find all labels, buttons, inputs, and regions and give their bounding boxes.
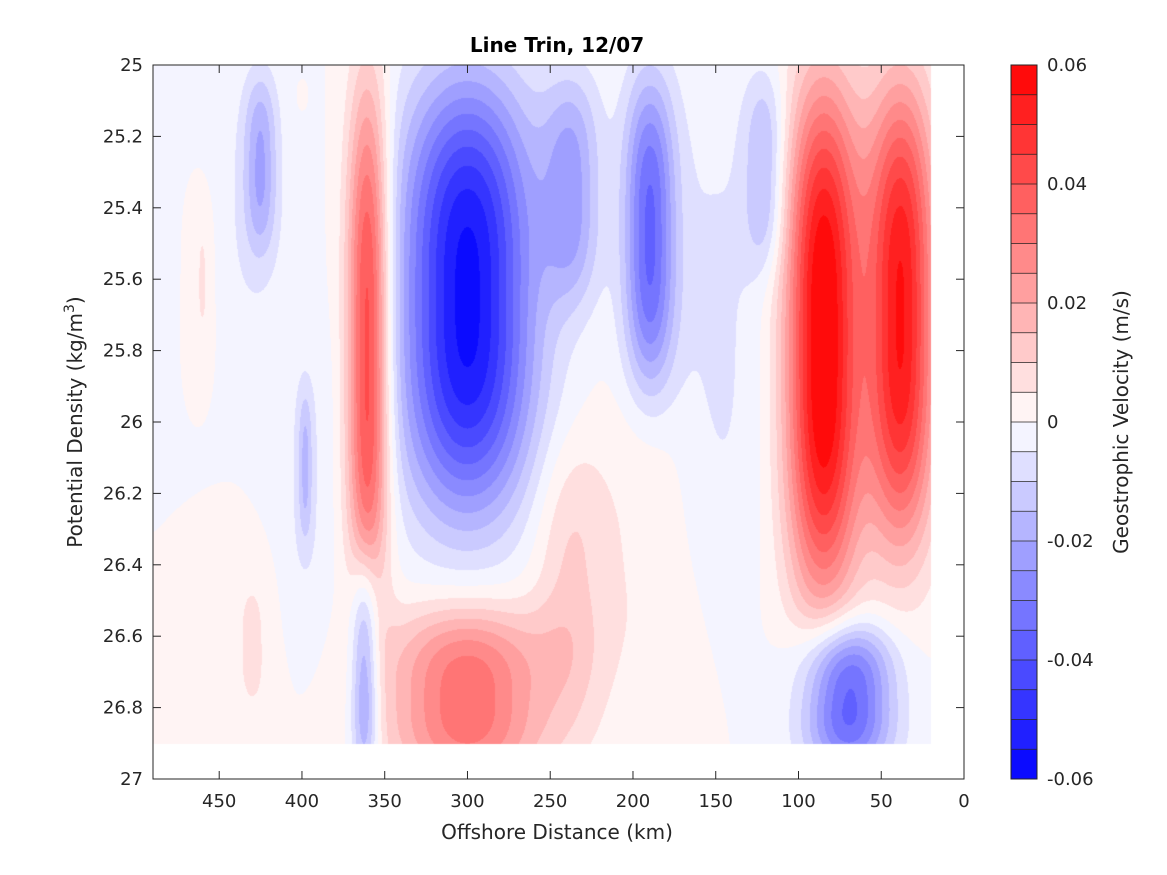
colorbar-swatch [1011,570,1037,601]
y-tick-label: 26.8 [103,698,143,719]
colorbar-swatch [1011,273,1037,304]
colorbar-swatch [1011,392,1037,423]
x-axis: 450 400 350 300 250 200 150 100 50 0 [202,65,970,812]
contour-field-container [153,65,964,779]
colorbar-tick-label: -0.04 [1047,650,1094,671]
colorbar-swatch [1011,303,1037,334]
x-axis-label: Offshore Distance (km) [441,820,673,844]
colorbar-swatch [1011,154,1037,185]
colorbar-tick-label: 0 [1047,412,1058,433]
contour-field [153,65,964,779]
colorbar-label: Geostrophic Velocity (m/s) [1109,290,1133,554]
colorbar-swatch [1011,332,1037,363]
x-tick-label: 50 [870,791,893,812]
chart-title: Line Trin, 12/07 [470,33,644,57]
colorbar-tick-label: -0.02 [1047,531,1094,552]
colorbar-swatch [1011,630,1037,661]
colorbar-tick-label: 0.04 [1047,174,1087,195]
y-tick-label: 25.6 [103,269,143,290]
colorbar-swatch [1011,213,1037,244]
y-tick-label: 26 [120,412,143,433]
y-tick-label: 26.4 [103,555,143,576]
y-axis: 25 25.2 25.4 25.6 25.8 26 26.2 26.4 26.6 26.8 27 [103,55,964,790]
y-tick-label: 25.4 [103,198,143,219]
colorbar-swatch [1011,451,1037,482]
y-axis-label: Potential Density (kg/m3) [62,296,87,547]
y-axis-label-sup: 3 [62,304,78,313]
plot-area [152,64,965,780]
x-tick-label: 250 [533,791,567,812]
colorbar-swatch [1011,243,1037,274]
y-tick-label: 25.8 [103,341,143,362]
colorbar-swatch [1011,689,1037,720]
y-tick-label: 25 [120,55,143,76]
colorbar-tick-label: 0.06 [1047,55,1087,76]
colorbar-swatch [1011,719,1037,750]
colorbar-tick-label: -0.06 [1047,769,1094,790]
colorbar-swatch [1011,481,1037,512]
colorbar-swatch [1011,541,1037,572]
colorbar-frame [1010,64,1038,780]
colorbar-swatch [1011,362,1037,393]
colorbar-swatch [1011,65,1037,96]
colorbar-swatch [1011,511,1037,542]
y-axis-label-close: ) [63,296,87,304]
x-tick-label: 0 [958,791,969,812]
x-tick-label: 200 [616,791,650,812]
colorbar-tick-label: 0.02 [1047,293,1087,314]
colorbar-swatch [1011,184,1037,215]
y-axis-label-text: Potential Density (kg/m [63,313,87,548]
colorbar: 0.06 0.04 0.02 0 -0.02 -0.04 -0.06 [1010,55,1094,790]
y-tick-label: 26.6 [103,626,143,647]
colorbar-swatch [1011,660,1037,691]
x-tick-label: 450 [202,791,236,812]
colorbar-swatch [1011,94,1037,125]
x-tick-label: 400 [285,791,319,812]
x-tick-label: 300 [450,791,484,812]
x-tick-label: 100 [781,791,815,812]
x-tick-label: 350 [368,791,402,812]
colorbar-swatch [1011,422,1037,453]
colorbar-swatch [1011,124,1037,155]
y-tick-label: 26.2 [103,483,143,504]
colorbar-swatch [1011,749,1037,780]
y-tick-label: 27 [120,769,143,790]
y-tick-label: 25.2 [103,126,143,147]
x-tick-label: 150 [699,791,733,812]
colorbar-swatch [1011,600,1037,631]
